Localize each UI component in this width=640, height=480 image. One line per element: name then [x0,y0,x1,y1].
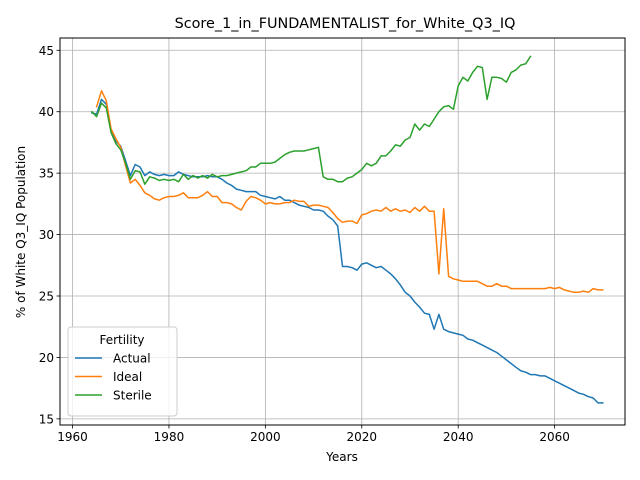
x-tick-label: 2020 [347,430,378,444]
chart-title: Score_1_in_FUNDAMENTALIST_for_White_Q3_I… [175,16,516,32]
y-tick-label: 25 [39,290,54,304]
x-tick-label: 2060 [539,430,570,444]
legend: Fertility Actual Ideal Sterile [67,326,178,417]
x-tick-label: 1960 [57,430,88,444]
x-axis-ticks: 1960 1980 2000 2020 2040 2060 [57,425,570,444]
y-axis-label: % of White Q3_IQ Population [14,146,28,318]
series-lines [90,55,604,404]
y-tick-label: 30 [39,228,54,242]
legend-box [67,326,178,417]
y-tick-label: 20 [39,351,54,365]
legend-items: Actual Ideal Sterile [75,352,152,403]
series-line-ideal [95,90,604,294]
x-tick-label: 1980 [154,430,185,444]
plot-frame [59,37,626,426]
legend-label-ideal: Ideal [113,370,142,384]
x-tick-label: 2040 [443,430,474,444]
legend-title: Fertility [99,333,144,347]
legend-label-sterile: Sterile [113,389,152,403]
series-line-sterile [90,55,532,185]
y-axis-ticks: 15 20 25 30 35 40 45 [39,44,60,426]
x-axis-label: Years [325,450,358,464]
legend-label-actual: Actual [113,352,151,366]
y-tick-label: 40 [39,105,54,119]
y-tick-label: 45 [39,44,54,58]
x-tick-label: 2000 [250,430,281,444]
y-tick-label: 15 [39,412,54,426]
y-tick-label: 35 [39,167,54,181]
series-line-actual [90,98,604,404]
